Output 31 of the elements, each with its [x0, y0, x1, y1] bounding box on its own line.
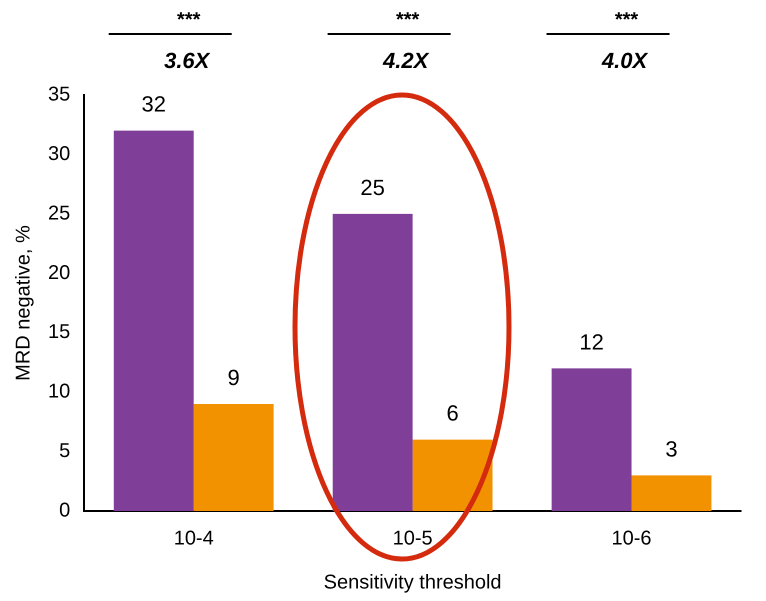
bar: [114, 130, 194, 511]
data-label: 25: [360, 174, 385, 200]
bar: [412, 440, 493, 511]
text: 4.0X: [600, 48, 648, 73]
y-tick-label: 30: [48, 142, 70, 165]
text: 3.6X: [164, 48, 211, 73]
x-tick-label: 10-5: [392, 528, 433, 550]
x-axis-title: Sensitivity threshold: [324, 572, 502, 594]
data-label: 6: [446, 400, 459, 426]
data-label: 32: [142, 92, 166, 117]
bar: [332, 214, 413, 511]
y-tick-label: 25: [48, 202, 70, 224]
data-label: 9: [228, 365, 240, 390]
data-label: 3: [665, 436, 678, 462]
text: ***: [396, 9, 420, 31]
y-tick-label: 10: [48, 380, 70, 403]
y-tick-label: 20: [48, 262, 70, 284]
y-tick-label: 15: [48, 321, 70, 344]
y-tick-label: 5: [59, 440, 70, 462]
x-tick-label: 10-6: [612, 528, 652, 550]
bar: [632, 475, 712, 511]
bar: [552, 368, 632, 511]
x-tick-label: 10-4: [174, 528, 214, 550]
text: 4.2X: [382, 48, 430, 73]
text: ***: [614, 9, 638, 31]
data-label: 12: [579, 329, 604, 354]
y-tick-label: 0: [59, 500, 70, 522]
y-axis-title: MRD negative, %: [12, 224, 35, 381]
y-tick-label: 35: [48, 84, 70, 106]
bar: [194, 404, 274, 511]
text: ***: [177, 9, 201, 31]
